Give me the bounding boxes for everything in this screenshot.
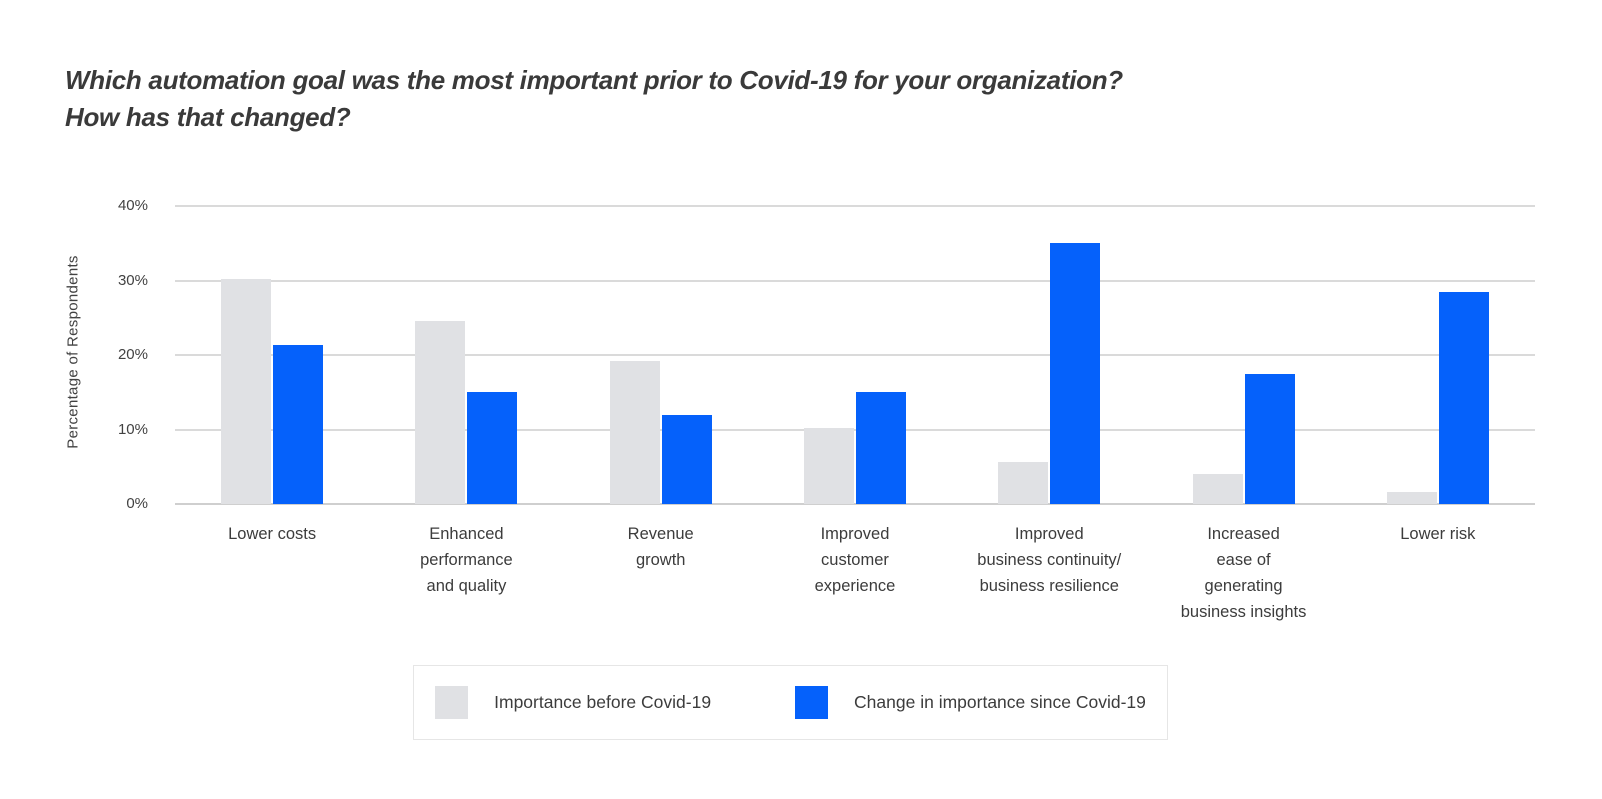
- legend-swatch-before: [435, 686, 469, 719]
- y-tick-label: 20%: [117, 346, 148, 363]
- x-axis-baseline: [175, 503, 1535, 505]
- bar-before-covid: [998, 462, 1049, 504]
- bar-since-covid: [855, 392, 906, 504]
- bar-group: [758, 206, 952, 504]
- bar-before-covid: [1192, 474, 1243, 504]
- x-axis-label: Improved customer experience: [814, 525, 896, 595]
- chart-title-line-1: Which automation goal was the most impor…: [65, 65, 1123, 95]
- bar-since-covid: [467, 392, 518, 504]
- x-axis-label: Lower costs: [228, 525, 317, 543]
- bar-group: [175, 206, 369, 504]
- gridline: [175, 428, 1535, 431]
- chart-title-line-2: How has that changed?: [65, 102, 351, 132]
- bar-before-covid: [803, 428, 854, 504]
- legend-swatch-since: [795, 686, 829, 719]
- gridline: [175, 205, 1535, 207]
- gridline: [175, 354, 1535, 356]
- plot-area: [175, 205, 1535, 505]
- y-tick-label: 40%: [117, 197, 148, 214]
- bar-before-covid: [1386, 492, 1437, 504]
- x-axis-label: Improved business continuity/ business r…: [977, 525, 1122, 595]
- legend-item: Importance before Covid-19: [435, 686, 711, 719]
- gridline: [175, 279, 1535, 282]
- y-tick-label: 10%: [117, 420, 148, 438]
- bar-since-covid: [661, 414, 712, 504]
- bar-since-covid: [1244, 373, 1295, 504]
- legend: Importance before Covid-19 Change in impo…: [413, 665, 1168, 740]
- bar-group: [564, 206, 758, 504]
- x-axis-label: Revenue growth: [627, 525, 694, 569]
- bar-group: [952, 206, 1146, 504]
- x-axis-label: Enhanced performance and quality: [420, 525, 513, 595]
- bar-since-covid: [1050, 243, 1101, 504]
- x-axis-label: Increased ease of generating business in…: [1180, 525, 1307, 621]
- legend-item: Change in importance since Covid-19: [795, 686, 1146, 719]
- bar-group: [1146, 206, 1340, 504]
- y-tick-label: 30%: [117, 271, 148, 289]
- legend-label: Importance before Covid-19: [494, 692, 712, 712]
- x-axis-label: Lower risk: [1400, 525, 1476, 543]
- bar-before-covid: [415, 321, 466, 504]
- y-tick-label: 0%: [126, 495, 148, 512]
- bar-before-covid: [609, 360, 660, 504]
- bar-group: [369, 206, 563, 504]
- bar-before-covid: [221, 279, 272, 504]
- legend-label: Change in importance since Covid-19: [854, 692, 1146, 712]
- bar-groups-container: [175, 206, 1535, 504]
- x-axis-labels: Lower costs Enhanced performance and qual…: [175, 521, 1535, 625]
- bar-group: [1341, 206, 1535, 504]
- bar-since-covid: [1438, 291, 1489, 504]
- chart-title: Which automation goal was the most impor…: [65, 62, 1123, 136]
- bar-since-covid: [273, 345, 324, 504]
